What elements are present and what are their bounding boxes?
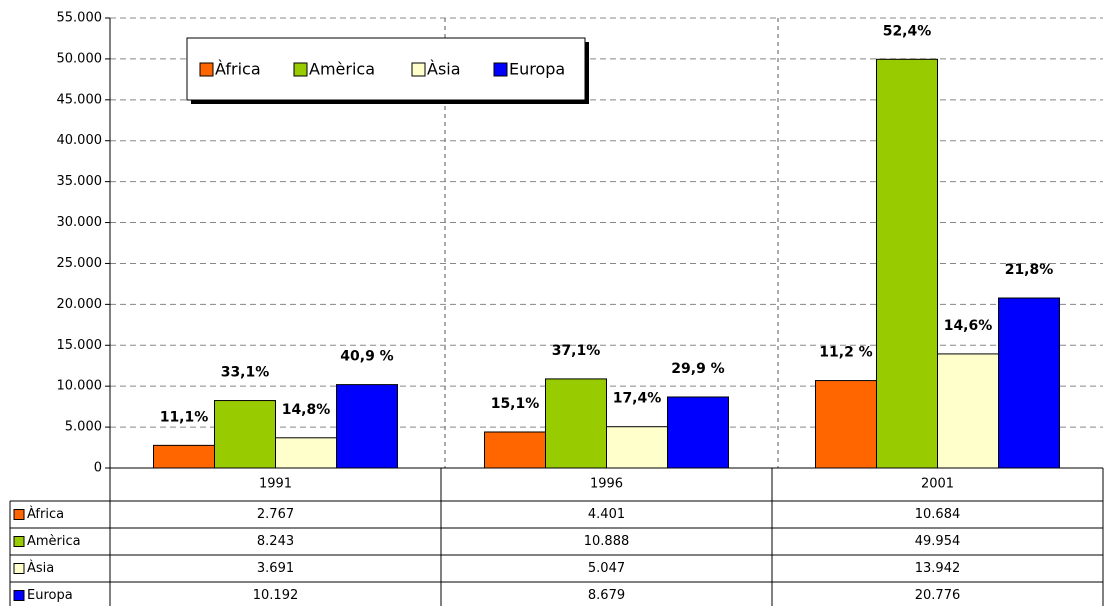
y-tick-label: 45.000 [57, 92, 103, 107]
bar [876, 58, 938, 469]
bar [937, 353, 999, 469]
table-swatch [13, 563, 25, 574]
legend-label: Àfrica [215, 60, 261, 79]
y-tick-label: 15.000 [57, 338, 103, 353]
table-row-label: Europa [27, 588, 73, 603]
y-tick-label: 40.000 [57, 133, 103, 148]
x-tick-label: 2001 [921, 477, 954, 492]
y-tick-label: 30.000 [57, 215, 103, 230]
bar [484, 431, 546, 469]
table-value: 8.679 [588, 588, 625, 603]
bar [153, 444, 215, 469]
bar [545, 378, 607, 469]
legend-label: Amèrica [309, 60, 375, 79]
table-swatch [13, 590, 25, 601]
table-row-label: Amèrica [27, 534, 81, 549]
percent-label: 29,9 % [671, 361, 724, 377]
x-tick-label: 1991 [259, 477, 292, 492]
table-value: 10.684 [915, 507, 961, 522]
legend-swatch [199, 62, 214, 77]
percent-label: 11,1% [160, 409, 209, 425]
percent-label: 40,9 % [340, 349, 393, 365]
percent-label: 11,2 % [819, 345, 872, 361]
y-tick-label: 10.000 [57, 379, 103, 394]
table-row-label: Àfrica [27, 506, 64, 522]
percent-label: 52,4% [883, 23, 932, 39]
table-row-label: Àsia [27, 560, 54, 576]
percent-label: 33,1% [221, 365, 270, 381]
percent-label: 14,6% [944, 318, 993, 334]
legend-swatch [493, 62, 508, 77]
bar [336, 384, 398, 469]
table-value: 10.888 [584, 534, 630, 549]
bar [275, 437, 337, 469]
y-tick-label: 55.000 [57, 11, 103, 26]
y-tick-label: 50.000 [57, 51, 103, 66]
y-tick-label: 20.000 [57, 297, 103, 312]
bar [815, 380, 877, 469]
bar [214, 400, 276, 469]
percent-label: 15,1% [491, 396, 540, 412]
y-tick-label: 5.000 [65, 420, 102, 435]
table-swatch [13, 536, 25, 547]
table-swatch [13, 509, 25, 520]
legend-label: Europa [509, 60, 565, 79]
table-value: 8.243 [257, 534, 294, 549]
table-value: 2.767 [257, 507, 294, 522]
x-tick-label: 1996 [590, 477, 623, 492]
table-value: 49.954 [915, 534, 961, 549]
legend-label: Àsia [427, 60, 461, 79]
table-value: 3.691 [257, 561, 294, 576]
bar [606, 426, 668, 469]
legend-swatch [293, 62, 308, 77]
legend [186, 37, 586, 101]
percent-label: 37,1% [552, 343, 601, 359]
table-value: 5.047 [588, 561, 625, 576]
y-tick-label: 0 [94, 461, 102, 476]
y-tick-label: 25.000 [57, 256, 103, 271]
y-tick-label: 35.000 [57, 174, 103, 189]
bar [667, 396, 729, 469]
table-value: 20.776 [915, 588, 961, 603]
bar [998, 297, 1060, 469]
percent-label: 17,4% [613, 391, 662, 407]
table-value: 10.192 [253, 588, 299, 603]
table-value: 4.401 [588, 507, 625, 522]
percent-label: 14,8% [282, 402, 331, 418]
table-value: 13.942 [915, 561, 961, 576]
legend-swatch [411, 62, 426, 77]
percent-label: 21,8% [1005, 262, 1054, 278]
